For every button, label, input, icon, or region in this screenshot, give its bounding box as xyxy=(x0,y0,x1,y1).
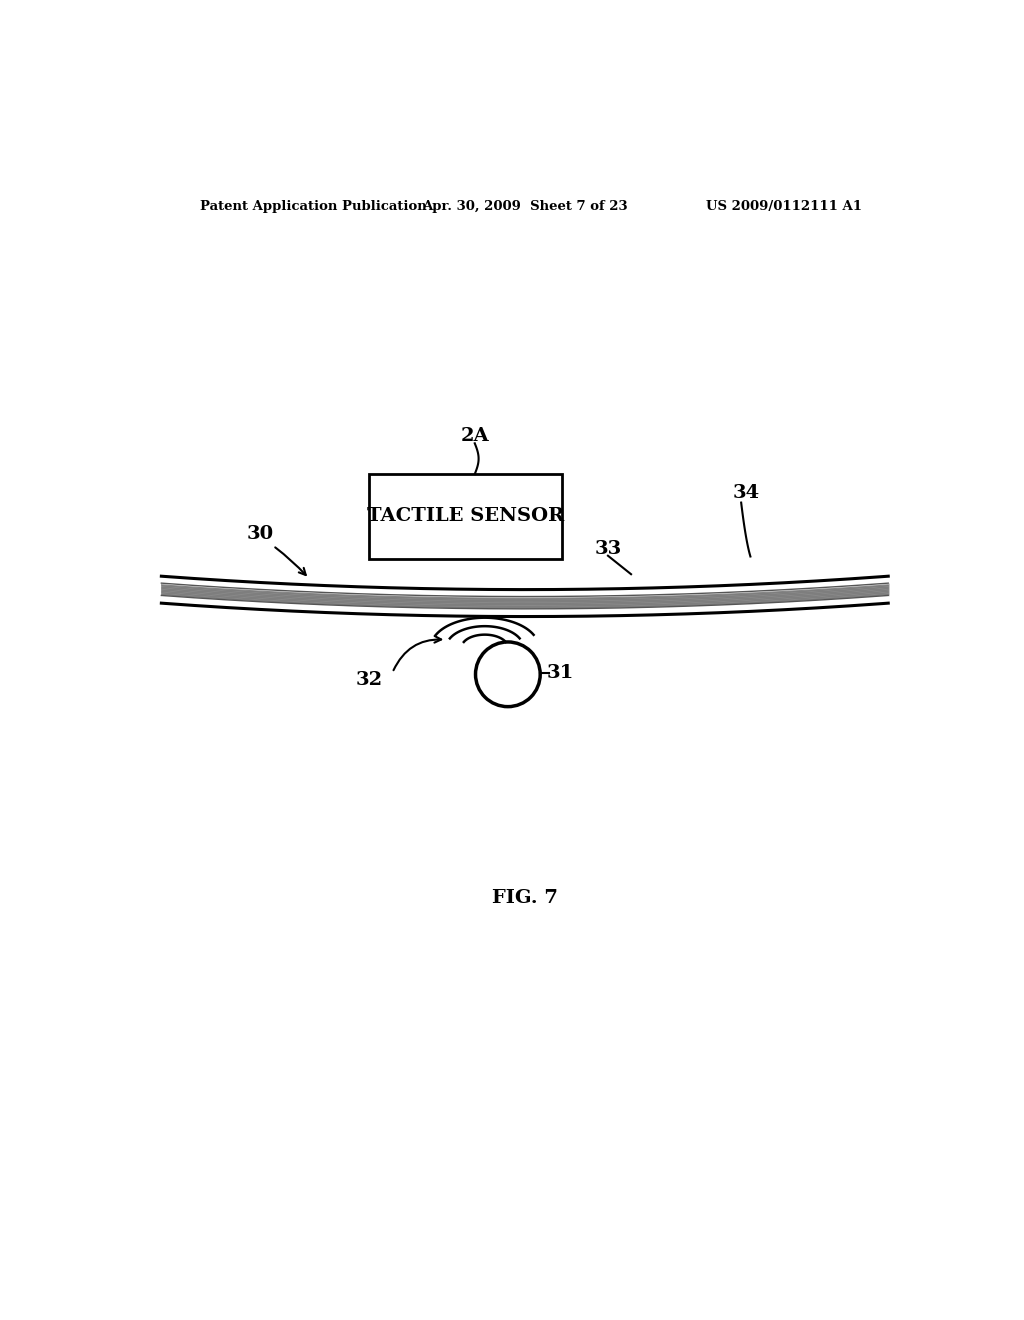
Text: TACTILE SENSOR: TACTILE SENSOR xyxy=(367,507,564,525)
Text: Apr. 30, 2009  Sheet 7 of 23: Apr. 30, 2009 Sheet 7 of 23 xyxy=(422,199,628,213)
Text: Patent Application Publication: Patent Application Publication xyxy=(200,199,427,213)
Text: FIG. 7: FIG. 7 xyxy=(492,888,558,907)
Text: 32: 32 xyxy=(355,672,383,689)
Text: 34: 34 xyxy=(733,484,760,503)
Bar xyxy=(370,474,562,558)
Text: 30: 30 xyxy=(247,525,273,543)
Text: 33: 33 xyxy=(594,540,622,558)
Text: 2A: 2A xyxy=(461,426,489,445)
Circle shape xyxy=(475,642,541,706)
Text: 31: 31 xyxy=(547,664,573,681)
Text: US 2009/0112111 A1: US 2009/0112111 A1 xyxy=(707,199,862,213)
